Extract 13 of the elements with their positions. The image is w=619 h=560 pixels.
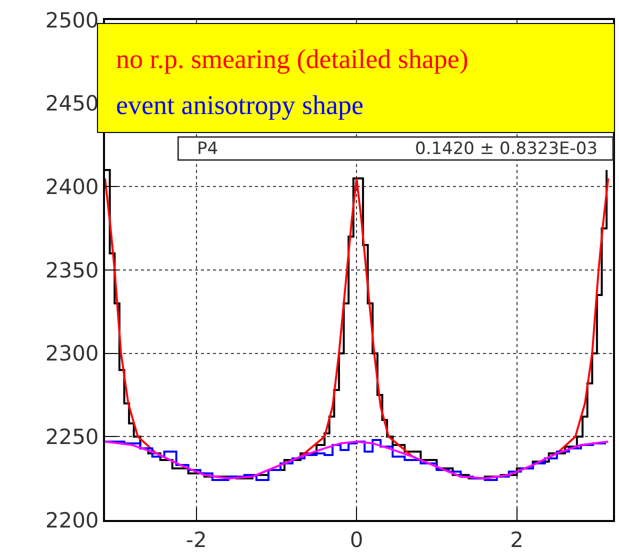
y-tick-label: 2450: [45, 92, 99, 116]
x-tick-label: 2: [510, 528, 524, 552]
x-tick-label: -2: [186, 528, 207, 552]
annotation: 0.1420 ± 0.8323E-03: [415, 139, 598, 159]
legend-box: no r.p. smearing (detailed shape) event anisotropy shape: [97, 23, 615, 133]
y-tick-label: 2500: [45, 8, 99, 32]
y-tick-label: 2350: [45, 258, 99, 282]
y-tick-label: 2200: [45, 508, 99, 532]
y-tick-label: 2400: [45, 175, 99, 200]
annotation: P4: [197, 139, 218, 159]
y-tick-label: 2300: [45, 342, 99, 366]
x-tick-label: 0: [350, 528, 364, 552]
y-tick-label: 2250: [45, 425, 99, 450]
